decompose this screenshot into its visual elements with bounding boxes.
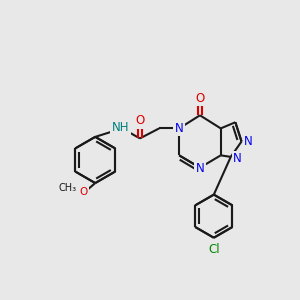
Text: O: O <box>135 114 145 127</box>
Text: N: N <box>244 135 253 148</box>
Text: O: O <box>195 92 205 105</box>
Text: Cl: Cl <box>208 243 220 256</box>
Text: N: N <box>196 162 204 175</box>
Text: O: O <box>80 187 88 197</box>
Text: CH₃: CH₃ <box>58 183 76 193</box>
Text: N: N <box>233 152 242 165</box>
Text: N: N <box>175 122 184 135</box>
Text: NH: NH <box>112 121 129 134</box>
